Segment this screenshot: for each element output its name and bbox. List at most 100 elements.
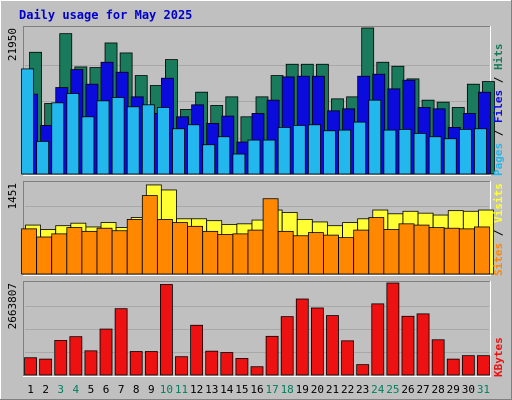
- day-labels: 1 2 3 4 5 6 7 8 9 10 11 12 13 14 15 16 17 18 19 20 21 22 23 24 2…: [27, 383, 490, 396]
- legend-separator: /: [492, 223, 505, 243]
- bar-pages-day-6: [96, 100, 110, 175]
- bar-kbytes-day-1: [24, 357, 37, 376]
- bar-pages-day-30: [458, 129, 472, 175]
- panel-legend: Pages / Files / Hits: [492, 44, 505, 177]
- bar-pages-day-7: [111, 97, 125, 175]
- day-label-17: 17: [265, 383, 278, 396]
- bar-kbytes-day-8: [129, 351, 143, 376]
- bar-sites-day-21: [323, 234, 339, 275]
- bar-pages-day-2: [36, 141, 50, 175]
- bar-kbytes-day-20: [310, 307, 324, 376]
- bar-sites-day-24: [368, 217, 385, 275]
- bar-pages-day-28: [428, 136, 442, 175]
- bar-kbytes-day-22: [341, 340, 354, 376]
- day-label-28: 28: [432, 383, 445, 396]
- bar-kbytes-day-21: [326, 315, 339, 376]
- bar-kbytes-day-19: [295, 298, 309, 376]
- legend-pages: Pages: [492, 143, 505, 176]
- bar-sites-day-8: [126, 219, 143, 275]
- legend-sites: Sites: [492, 243, 505, 276]
- bar-sites-day-7: [111, 230, 128, 275]
- bar-pages-day-5: [81, 116, 95, 175]
- day-label-27: 27: [416, 383, 429, 396]
- day-label-31: 31: [477, 383, 490, 396]
- bar-pages-day-1: [21, 68, 34, 175]
- bar-sites-day-28: [428, 227, 445, 275]
- bar-pages-day-25: [383, 129, 397, 175]
- legend-separator: /: [492, 123, 505, 143]
- legend-separator: /: [492, 70, 505, 90]
- bar-sites-day-27: [413, 224, 430, 275]
- bar-pages-day-10: [157, 107, 170, 175]
- bar-sites-day-20: [307, 232, 324, 275]
- bar-kbytes-day-4: [69, 336, 83, 376]
- bar-kbytes-day-7: [114, 308, 128, 376]
- bar-kbytes-day-2: [39, 358, 53, 376]
- bar-kbytes-day-31: [477, 355, 490, 376]
- bar-sites-day-1: [21, 228, 37, 275]
- bar-pages-day-19: [292, 125, 306, 175]
- day-label-30: 30: [462, 383, 475, 396]
- bar-sites-day-30: [458, 228, 475, 275]
- day-label-4: 4: [73, 383, 80, 396]
- bar-sites-day-17: [262, 198, 279, 275]
- panel-max-label: 2663807: [6, 283, 19, 329]
- bar-pages-day-21: [323, 130, 336, 175]
- day-label-29: 29: [447, 383, 460, 396]
- bar-sites-day-31: [474, 226, 490, 275]
- day-label-26: 26: [401, 383, 414, 396]
- day-label-15: 15: [235, 383, 248, 396]
- bar-sites-day-29: [443, 227, 460, 275]
- bar-sites-day-3: [51, 233, 68, 275]
- bar-kbytes-day-17: [265, 335, 279, 376]
- bar-kbytes-day-15: [235, 358, 249, 376]
- day-label-21: 21: [326, 383, 339, 396]
- bar-sites-day-9: [141, 195, 158, 275]
- day-label-19: 19: [296, 383, 309, 396]
- day-label-22: 22: [341, 383, 354, 396]
- bar-pages-day-18: [277, 127, 291, 175]
- bar-kbytes-day-3: [54, 340, 68, 376]
- bar-pages-day-26: [398, 129, 412, 175]
- bar-kbytes-day-5: [84, 350, 98, 376]
- bar-sites-day-5: [81, 230, 98, 275]
- bar-kbytes-day-18: [280, 316, 294, 376]
- bar-pages-day-29: [443, 138, 457, 175]
- bar-sites-day-6: [96, 227, 113, 275]
- bar-kbytes-day-28: [431, 339, 445, 376]
- bar-sites-day-16: [247, 229, 264, 275]
- day-label-3: 3: [57, 383, 64, 396]
- bar-sites-day-12: [187, 225, 204, 275]
- bar-sites-day-23: [353, 229, 370, 275]
- day-label-16: 16: [250, 383, 263, 396]
- chart-title: Daily usage for May 2025: [19, 8, 192, 22]
- day-label-24: 24: [371, 383, 385, 396]
- bar-pages-day-24: [368, 99, 382, 175]
- day-label-12: 12: [190, 383, 203, 396]
- bar-pages-day-22: [338, 129, 351, 175]
- bar-kbytes-day-9: [144, 351, 158, 376]
- bar-kbytes-day-23: [356, 364, 370, 376]
- bar-kbytes-day-11: [175, 356, 188, 376]
- bar-kbytes-day-16: [250, 366, 264, 376]
- bar-kbytes-day-25: [386, 282, 400, 376]
- day-label-6: 6: [103, 383, 110, 396]
- panel-max-label: 1451: [6, 183, 19, 210]
- panel-legend: KBytes: [492, 337, 505, 377]
- bar-kbytes-day-30: [461, 355, 475, 376]
- bar-sites-day-13: [202, 230, 219, 275]
- bar-pages-day-14: [217, 136, 231, 175]
- panel-legend: Sites / Visits: [492, 183, 505, 276]
- bar-sites-day-25: [383, 229, 400, 275]
- bar-sites-day-19: [292, 235, 309, 275]
- bar-sites-day-4: [66, 227, 83, 275]
- bar-kbytes-day-6: [99, 328, 113, 376]
- day-label-25: 25: [386, 383, 399, 396]
- bar-sites-day-26: [398, 223, 415, 275]
- bar-kbytes-day-14: [220, 352, 234, 376]
- day-label-18: 18: [281, 383, 294, 396]
- bar-pages-day-17: [262, 139, 276, 175]
- bar-pages-day-15: [232, 153, 246, 175]
- bar-pages-day-8: [126, 106, 140, 175]
- bar-sites-day-18: [277, 230, 294, 275]
